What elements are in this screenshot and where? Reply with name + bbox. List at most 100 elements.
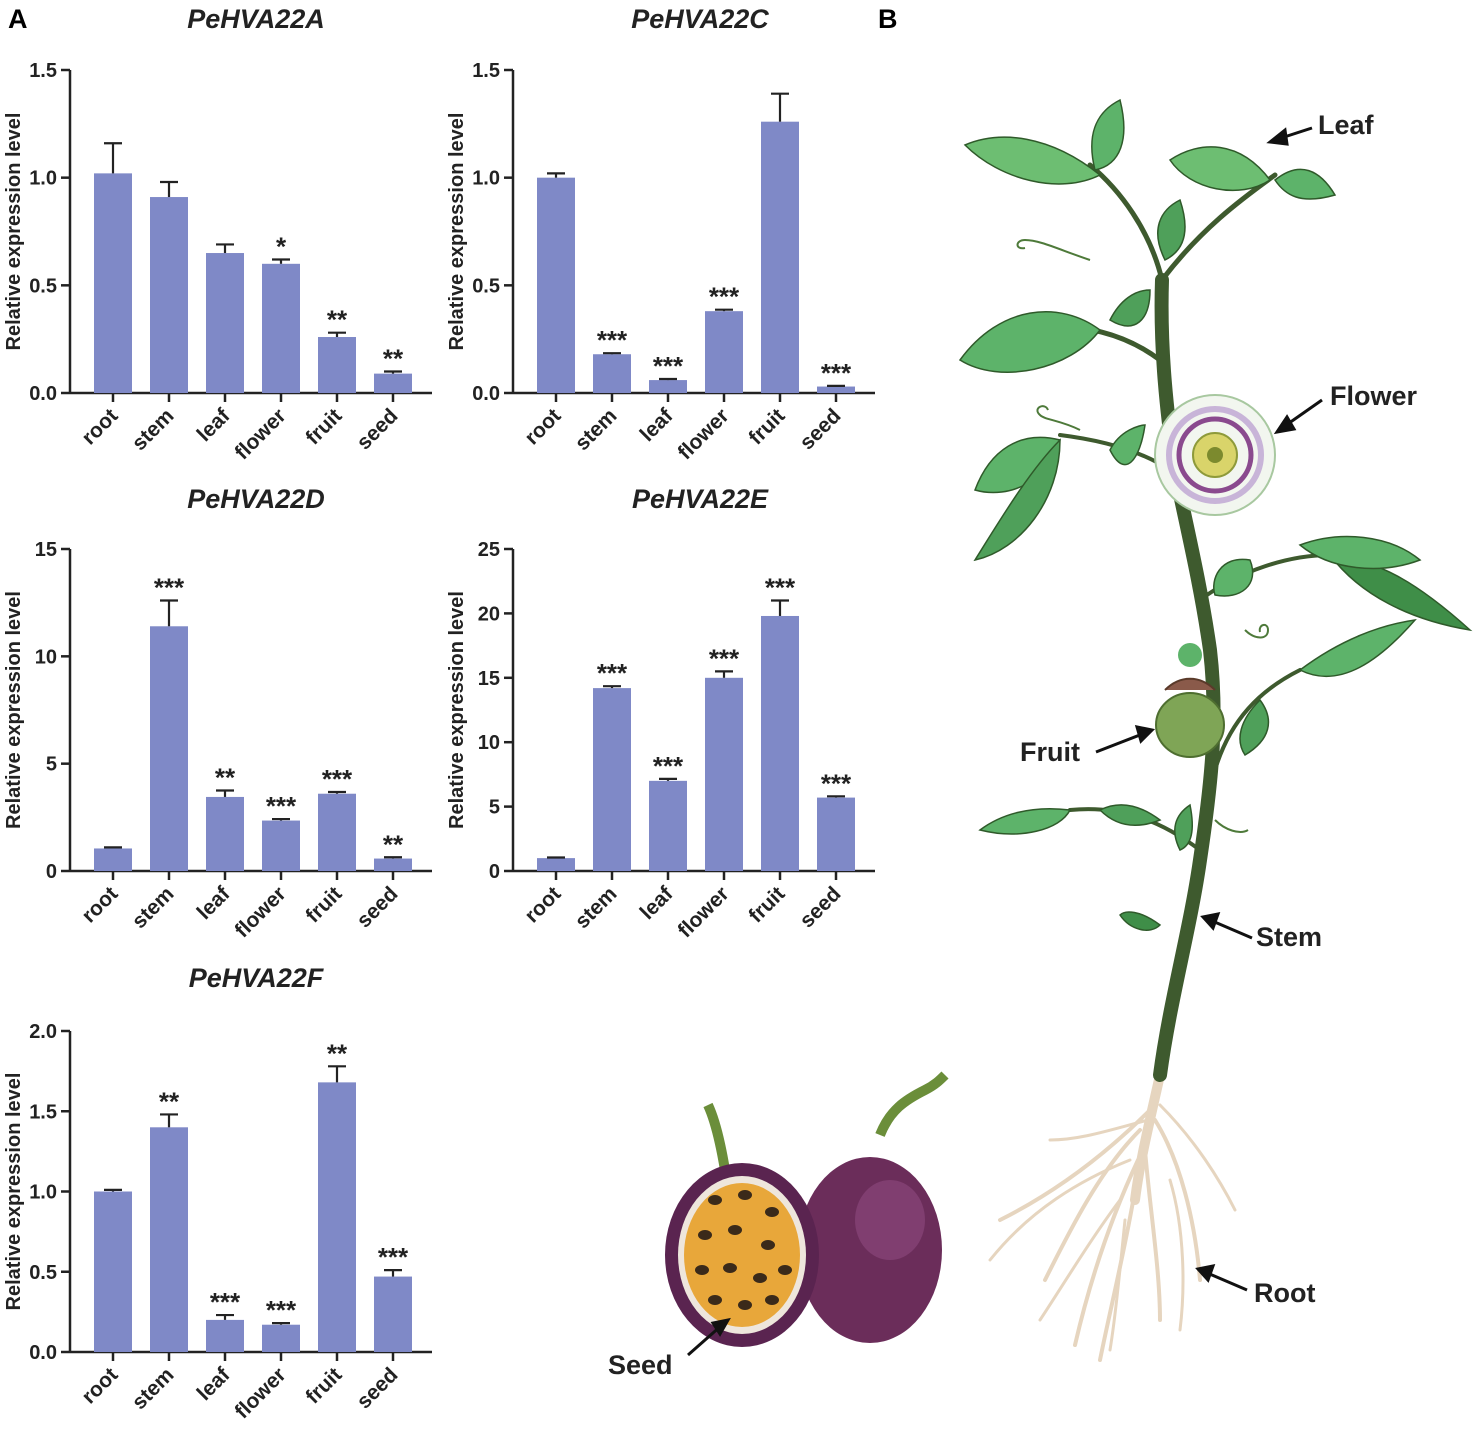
y-axis-title: Relative expression level xyxy=(3,591,25,829)
x-tick-label-seed: seed xyxy=(352,1363,402,1413)
plant-roots xyxy=(988,1070,1237,1362)
bar-flower xyxy=(262,820,300,871)
significance-label: *** xyxy=(266,1295,297,1325)
chart-title: PeHVA22C xyxy=(631,4,769,34)
significance-label: *** xyxy=(378,1242,409,1272)
significance-label: *** xyxy=(210,1287,241,1317)
x-tick-label-fruit: fruit xyxy=(301,882,346,927)
panel-b-letter: B xyxy=(878,4,898,34)
bar-root xyxy=(537,858,575,871)
label-seed: Seed xyxy=(608,1350,673,1380)
y-tick-label: 15 xyxy=(35,539,57,561)
plant-flower xyxy=(1154,394,1276,516)
x-tick-label-fruit: fruit xyxy=(744,404,789,449)
bar-fruit xyxy=(318,793,356,871)
bar-fruit xyxy=(318,337,356,393)
significance-label: ** xyxy=(215,763,236,793)
plant-leaves xyxy=(958,98,1473,931)
bar-leaf xyxy=(206,796,244,871)
bar-fruit xyxy=(761,615,799,871)
passion-fruit-cut xyxy=(665,1102,819,1347)
y-tick-label: 5 xyxy=(489,797,500,819)
bar-stem xyxy=(150,1127,188,1352)
bar-seed xyxy=(817,797,855,871)
panel-a-letter: A xyxy=(8,4,28,34)
bar-seed xyxy=(817,386,855,393)
bar-leaf xyxy=(206,253,244,393)
x-tick-label-fruit: fruit xyxy=(744,882,789,927)
y-tick-label: 0.5 xyxy=(472,275,500,297)
chart-pehva22d: PeHVA22D 0 5 10 15 Relative expression level r… xyxy=(3,484,432,942)
significance-label: *** xyxy=(266,791,297,821)
plant-arrows xyxy=(687,126,1323,1357)
y-tick-label: 1.0 xyxy=(29,168,57,190)
y-tick-label: 0.0 xyxy=(29,1342,57,1364)
significance-label: *** xyxy=(597,658,628,688)
chart-title: PeHVA22E xyxy=(632,484,769,514)
significance-label: *** xyxy=(821,358,852,388)
significance-label: *** xyxy=(709,282,740,312)
bar-flower xyxy=(262,1324,300,1352)
x-tick-label-root: root xyxy=(77,1363,122,1408)
chart-pehva22f: PeHVA22F 0.0 0.5 1.0 1.5 2.0 Relative expressi… xyxy=(3,963,432,1423)
x-tick-label-leaf: leaf xyxy=(636,882,679,925)
bar-stem xyxy=(593,688,631,871)
bar-root xyxy=(94,173,132,393)
y-tick-label: 1.0 xyxy=(29,1182,57,1204)
y-tick-label: 0.0 xyxy=(472,383,500,405)
bar-stem xyxy=(150,626,188,871)
x-tick-label-fruit: fruit xyxy=(301,1363,346,1408)
significance-label: * xyxy=(276,231,287,261)
bar-seed xyxy=(374,1276,412,1352)
x-tick-label-seed: seed xyxy=(795,404,845,454)
x-tick-label-stem: stem xyxy=(128,404,179,455)
y-tick-label: 0.5 xyxy=(29,1262,57,1284)
y-axis-title: Relative expression level xyxy=(3,113,25,351)
label-flower: Flower xyxy=(1330,381,1418,411)
significance-label: ** xyxy=(327,1038,348,1068)
chart-pehva22c: PeHVA22C 0.0 0.5 1.0 1.5 Relative expression … xyxy=(446,4,875,464)
y-tick-label: 20 xyxy=(478,603,500,625)
significance-label: ** xyxy=(383,829,404,859)
bar-fruit xyxy=(318,1082,356,1352)
x-tick-label-root: root xyxy=(77,882,122,927)
y-tick-label: 1.5 xyxy=(29,1101,57,1123)
y-tick-label: 5 xyxy=(46,754,57,776)
plant-illustration: Leaf Flower Fruit Stem Root Seed xyxy=(608,98,1473,1380)
y-axis-title: Relative expression level xyxy=(3,1073,25,1311)
chart-title: PeHVA22D xyxy=(187,484,325,514)
y-tick-label: 1.5 xyxy=(29,60,57,82)
x-tick-label-seed: seed xyxy=(352,882,402,932)
y-axis-title: Relative expression level xyxy=(446,591,468,829)
significance-label: *** xyxy=(709,643,740,673)
chart-title: PeHVA22F xyxy=(189,963,325,993)
significance-label: *** xyxy=(653,351,684,381)
x-tick-label-stem: stem xyxy=(571,404,622,455)
bar-leaf xyxy=(206,1319,244,1352)
label-stem: Stem xyxy=(1256,922,1322,952)
significance-label: *** xyxy=(821,768,852,798)
significance-label: *** xyxy=(154,573,185,603)
bar-seed xyxy=(374,858,412,871)
chart-pehva22a: PeHVA22A 0.0 0.5 1.0 1.5 Relative expression … xyxy=(3,4,432,464)
y-tick-label: 0.0 xyxy=(29,383,57,405)
x-tick-label-seed: seed xyxy=(352,404,402,454)
passion-fruit-whole xyxy=(798,1071,949,1343)
bar-flower xyxy=(262,263,300,393)
significance-label: *** xyxy=(322,764,353,794)
y-tick-label: 25 xyxy=(478,539,500,561)
chart-title: PeHVA22A xyxy=(187,4,325,34)
x-tick-label-stem: stem xyxy=(128,1363,179,1414)
x-tick-label-root: root xyxy=(77,404,122,449)
plant-tendrils xyxy=(1016,238,1270,833)
y-tick-label: 0.5 xyxy=(29,275,57,297)
x-tick-label-stem: stem xyxy=(128,882,179,933)
label-fruit: Fruit xyxy=(1020,737,1080,767)
bar-root xyxy=(537,177,575,393)
bar-root xyxy=(94,848,132,871)
y-tick-label: 1.0 xyxy=(472,168,500,190)
x-tick-label-flower: flower xyxy=(231,1363,291,1423)
significance-label: ** xyxy=(327,305,348,335)
plant-fruit xyxy=(1155,643,1225,758)
